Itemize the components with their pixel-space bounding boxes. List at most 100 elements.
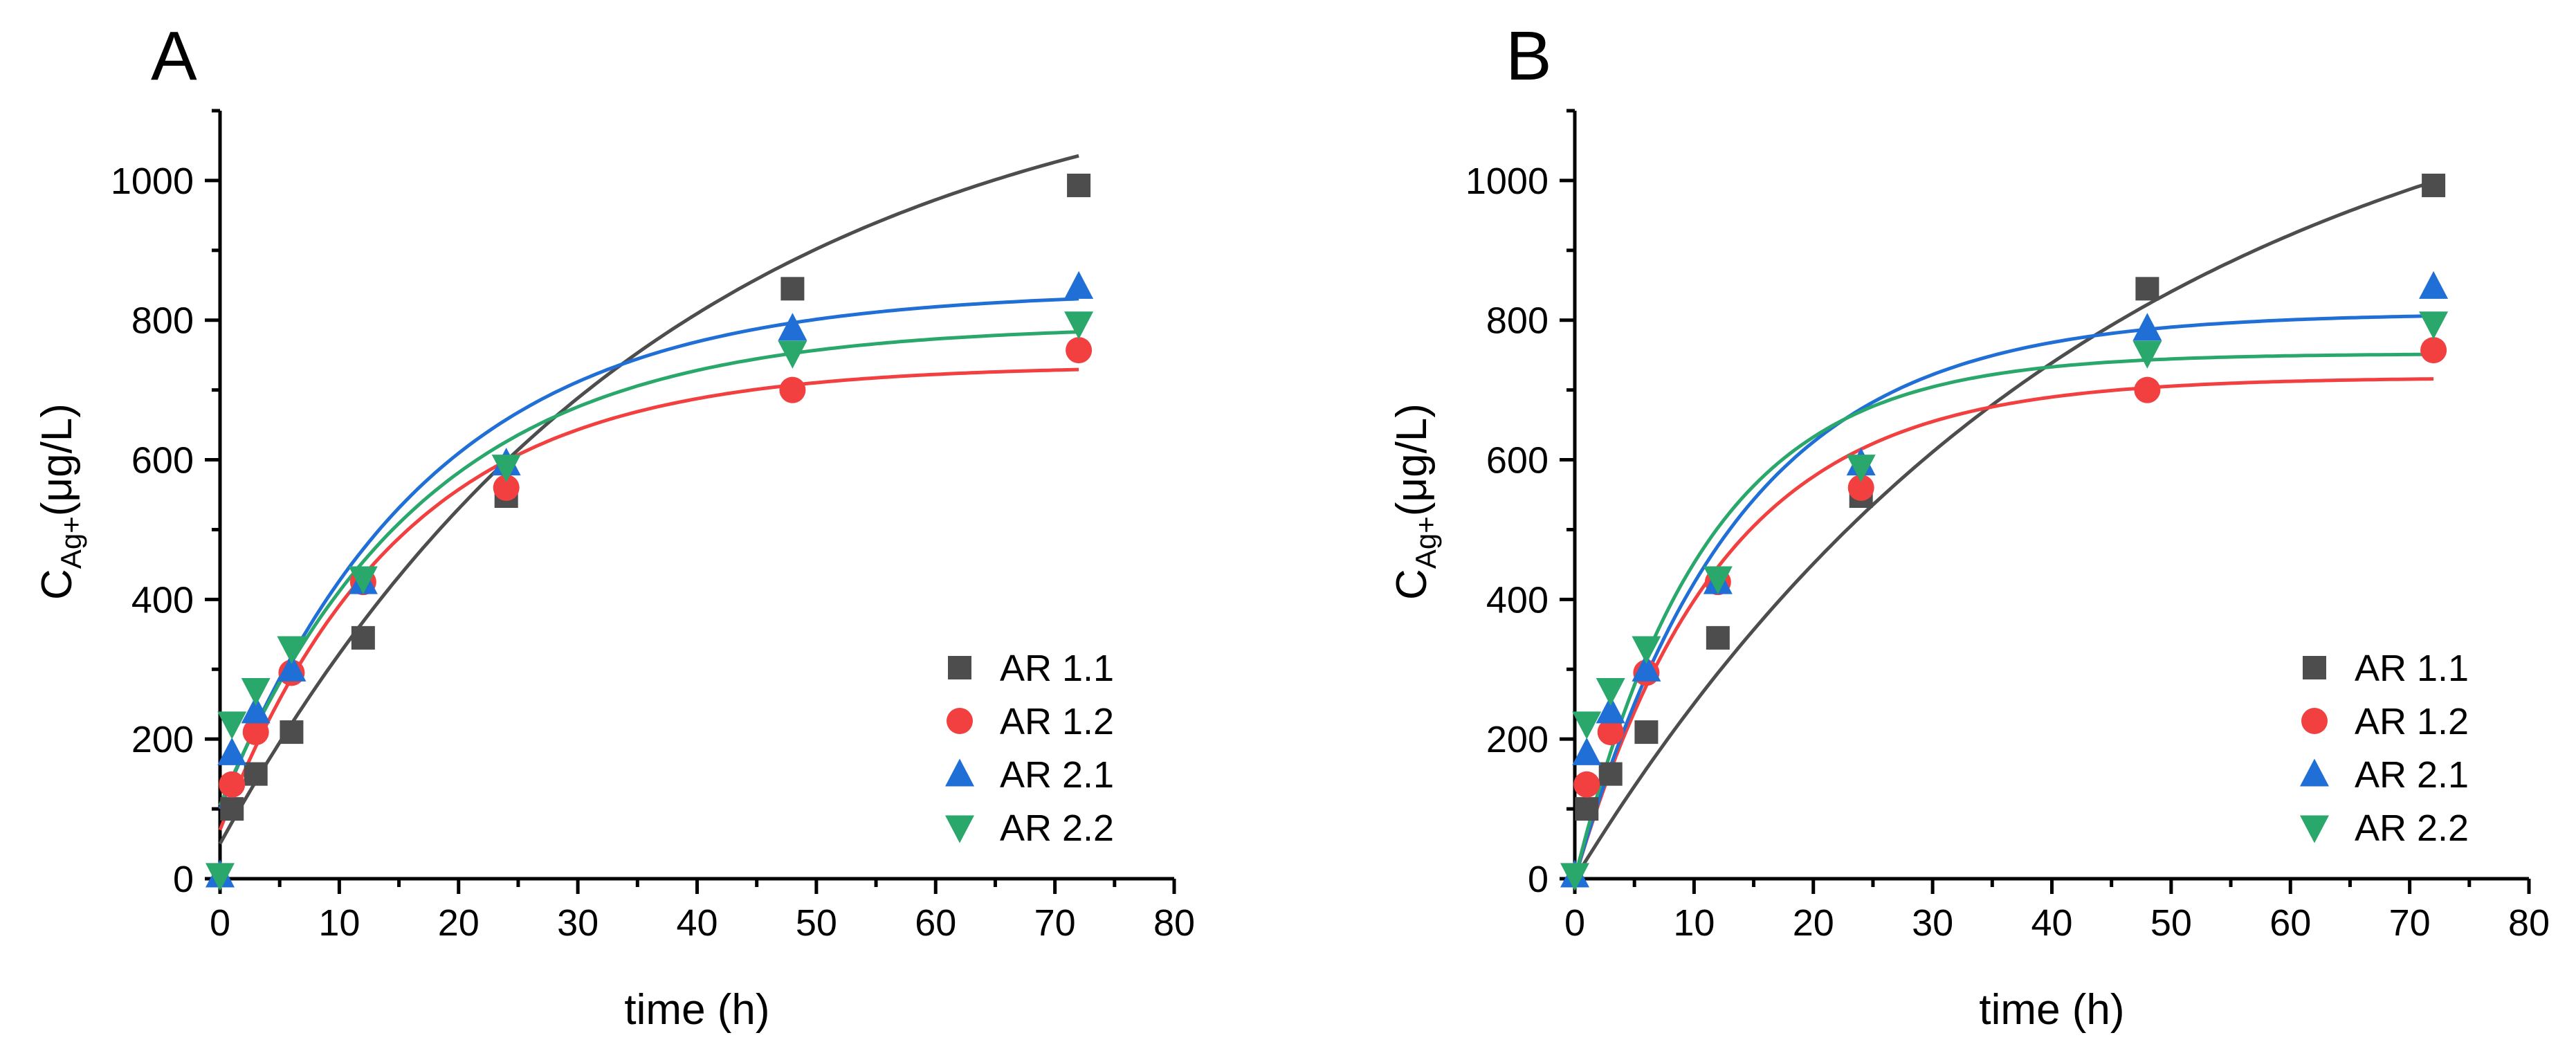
y-tick-label: 1000 xyxy=(111,161,194,202)
legend-marker xyxy=(2303,656,2326,679)
data-point-ar-2-1 xyxy=(2132,313,2162,341)
panel-b: B0 10 20 30 40 50 60 70 8002004006008001000time … xyxy=(1388,17,2550,1034)
data-point-ar-1-2 xyxy=(493,474,520,501)
y-axis-title: CAg+(μg/L) xyxy=(33,403,87,600)
data-point-ar-1-1 xyxy=(351,625,375,650)
data-point-ar-2-2 xyxy=(491,455,521,483)
data-point-ar-1-2 xyxy=(1573,771,1600,798)
data-point-ar-2-2 xyxy=(205,863,235,891)
legend-marker xyxy=(2300,758,2329,787)
x-axis-title: time (h) xyxy=(624,986,769,1034)
y-tick-label: 600 xyxy=(131,440,194,482)
x-tick-label: 20 xyxy=(438,902,479,944)
y-tick-label: 400 xyxy=(131,579,194,621)
x-tick-label: 50 xyxy=(796,902,837,944)
data-point-ar-2-2 xyxy=(2419,311,2449,340)
data-point-ar-2-1 xyxy=(778,313,807,341)
data-point-ar-1-1 xyxy=(220,797,244,821)
x-axis-title: time (h) xyxy=(1979,986,2124,1034)
data-point-ar-2-2 xyxy=(778,340,807,369)
data-point-ar-2-1 xyxy=(241,695,271,724)
x-tick-label: 70 xyxy=(1034,902,1076,944)
data-point-ar-2-1 xyxy=(277,653,307,682)
legend-marker xyxy=(2301,708,2328,734)
fit-line-ar-1-2 xyxy=(218,367,1079,831)
x-tick-label: 40 xyxy=(2031,902,2072,944)
legend-marker xyxy=(947,708,973,734)
legend-label: AR 1.2 xyxy=(2355,701,2469,742)
legend-label: AR 2.1 xyxy=(1000,754,1114,796)
data-point-ar-1-1 xyxy=(1598,762,1623,786)
y-tick-label: 800 xyxy=(1486,300,1549,342)
panel-label: A xyxy=(151,17,197,95)
y-tick-label: 800 xyxy=(131,300,194,342)
x-tick-label: 30 xyxy=(557,902,599,944)
data-point-ar-2-2 xyxy=(1703,566,1733,594)
data-point-ar-1-1 xyxy=(1067,173,1091,197)
data-point-ar-2-2 xyxy=(217,711,247,740)
data-point-ar-2-2 xyxy=(2132,340,2162,369)
x-tick-label: 40 xyxy=(676,902,718,944)
x-tick-label: 20 xyxy=(1793,902,1834,944)
legend-label: AR 1.2 xyxy=(1000,701,1114,742)
x-tick-label: 80 xyxy=(1153,902,1195,944)
legend-marker xyxy=(945,815,974,843)
data-point-ar-1-2 xyxy=(1066,337,1093,364)
legend-label: AR 2.2 xyxy=(2355,807,2469,849)
data-point-ar-1-1 xyxy=(1706,625,1730,650)
y-tick-label: 600 xyxy=(1486,440,1549,482)
data-point-ar-1-2 xyxy=(779,376,806,403)
data-point-ar-1-2 xyxy=(1847,474,1874,501)
x-tick-label: 0 xyxy=(1564,902,1585,944)
data-point-ar-2-2 xyxy=(277,636,307,664)
data-point-ar-2-2 xyxy=(1064,311,1094,340)
data-point-ar-2-1 xyxy=(217,737,247,765)
x-tick-label: 0 xyxy=(210,902,230,944)
data-point-ar-1-1 xyxy=(2422,173,2446,197)
y-tick-label: 200 xyxy=(131,719,194,760)
data-point-ar-2-1 xyxy=(2419,271,2449,299)
data-point-ar-2-2 xyxy=(1572,711,1602,740)
data-point-ar-1-1 xyxy=(280,720,304,744)
data-point-ar-1-2 xyxy=(242,719,269,746)
x-tick-label: 50 xyxy=(2150,902,2192,944)
data-point-ar-2-1 xyxy=(1064,271,1094,299)
fit-line-ar-2-1 xyxy=(1573,314,2434,879)
fit-line-ar-2-2 xyxy=(218,330,1079,806)
data-point-ar-1-1 xyxy=(244,762,268,786)
legend-label: AR 1.1 xyxy=(1000,648,1114,689)
panel-a: A0 10 20 30 40 50 60 70 8002004006008001000time … xyxy=(33,17,1195,1034)
fit-line-ar-1-2 xyxy=(1573,377,2434,879)
data-point-ar-1-2 xyxy=(1597,719,1624,746)
x-tick-label: 70 xyxy=(2389,902,2431,944)
data-point-ar-2-2 xyxy=(1560,863,1589,891)
data-point-ar-1-2 xyxy=(2134,376,2161,403)
x-tick-label: 10 xyxy=(318,902,360,944)
x-tick-label: 10 xyxy=(1673,902,1715,944)
data-point-ar-1-1 xyxy=(1634,720,1659,744)
y-axis-title: CAg+(μg/L) xyxy=(1388,403,1442,600)
x-tick-label: 80 xyxy=(2508,902,2550,944)
legend-label: AR 2.2 xyxy=(1000,807,1114,849)
data-point-ar-1-1 xyxy=(1575,797,1599,821)
y-tick-label: 200 xyxy=(1486,719,1549,760)
y-tick-label: 400 xyxy=(1486,579,1549,621)
fit-line-ar-1-1 xyxy=(218,154,1079,845)
data-point-ar-2-2 xyxy=(241,677,271,706)
legend-label: AR 2.1 xyxy=(2355,754,2469,796)
legend-marker xyxy=(2300,815,2329,843)
data-point-ar-2-2 xyxy=(1632,636,1661,664)
fit-line-ar-1-1 xyxy=(1573,179,2434,880)
y-tick-label: 0 xyxy=(173,859,194,900)
fit-line-ar-2-1 xyxy=(218,297,1079,810)
data-point-ar-1-1 xyxy=(2135,277,2159,301)
y-tick-label: 0 xyxy=(1528,859,1549,900)
data-point-ar-2-2 xyxy=(1846,455,1876,483)
data-point-ar-2-1 xyxy=(1596,695,1625,724)
x-tick-label: 30 xyxy=(1912,902,1953,944)
data-point-ar-2-1 xyxy=(1632,653,1661,682)
y-tick-label: 1000 xyxy=(1465,161,1549,202)
legend-marker xyxy=(945,758,974,787)
x-tick-label: 60 xyxy=(2269,902,2311,944)
